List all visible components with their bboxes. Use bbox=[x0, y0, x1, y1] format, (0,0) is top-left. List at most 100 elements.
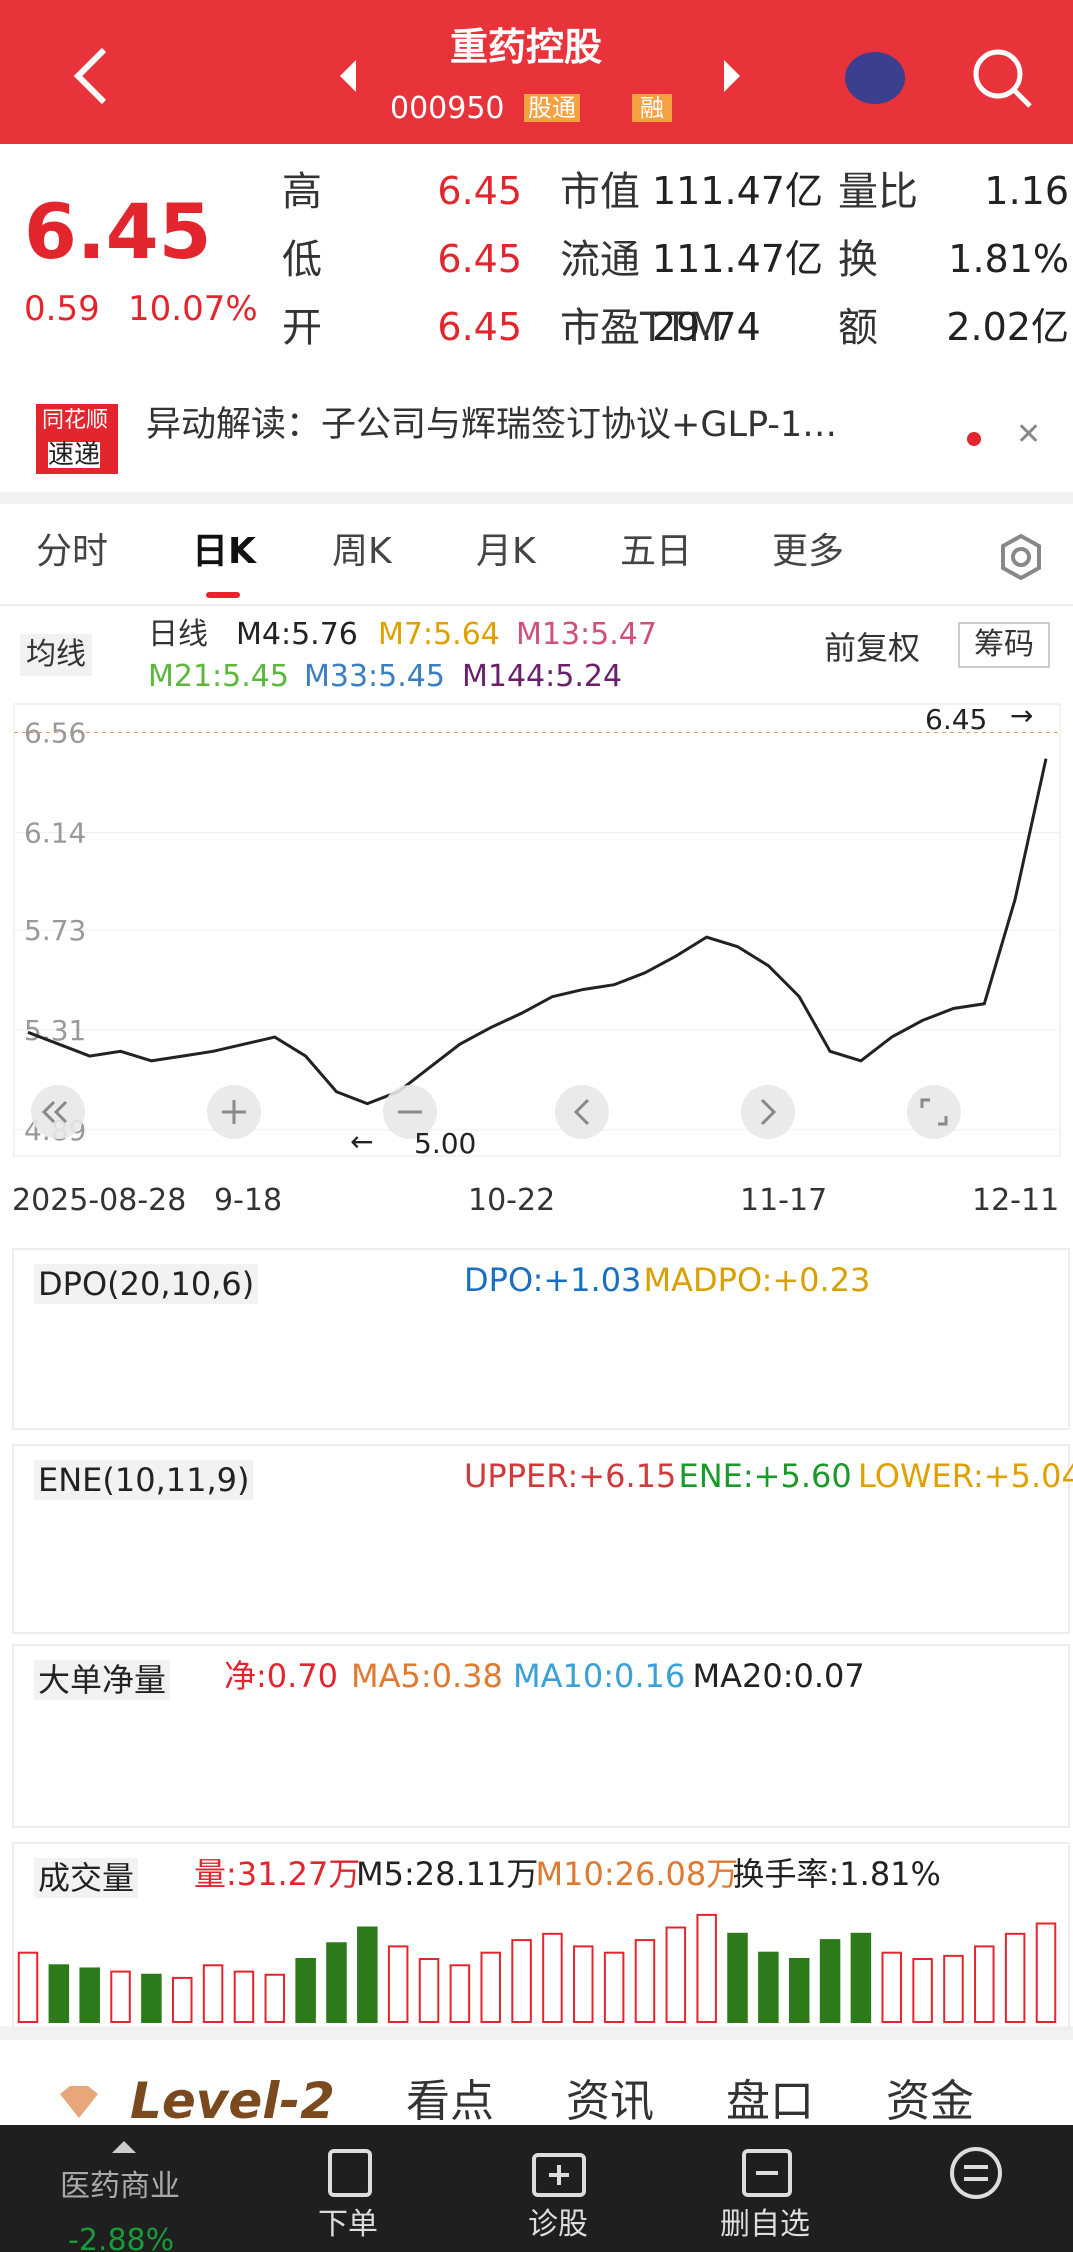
indicator-value: 净:0.70 bbox=[224, 1657, 339, 1695]
ma-item: M144:5.24 bbox=[462, 659, 623, 694]
x-label: 10-22 bbox=[468, 1183, 556, 1218]
next[interactable] bbox=[724, 60, 740, 92]
volume-bar bbox=[17, 1951, 39, 2024]
nav-item[interactable]: 诊股 bbox=[528, 2207, 588, 2242]
tab[interactable]: 分时 bbox=[36, 531, 109, 572]
tab[interactable]: 更多 bbox=[772, 531, 845, 572]
volume-bar bbox=[48, 1964, 70, 2024]
change-pct: 10.07% bbox=[128, 289, 258, 329]
volume-bar bbox=[264, 1973, 286, 2023]
change: 0.59 bbox=[24, 289, 100, 329]
tab[interactable]: 周K bbox=[332, 531, 392, 572]
volume-bar bbox=[141, 1973, 162, 2023]
ma-item: M7:5.64 bbox=[378, 617, 500, 652]
volume-bar bbox=[233, 1970, 255, 2023]
quote-label: 流通 bbox=[560, 237, 640, 283]
tab[interactable]: 月K bbox=[476, 531, 536, 572]
indicator-select[interactable]: DPO(20,10,6) bbox=[34, 1264, 259, 1304]
btn[interactable] bbox=[907, 1085, 961, 1139]
quote-label: 换 bbox=[838, 237, 878, 283]
volume-bar bbox=[79, 1967, 100, 2023]
badge: 融 bbox=[632, 94, 672, 122]
indicator-value: MA10:0.16 bbox=[513, 1657, 686, 1695]
volume-bar bbox=[912, 1958, 933, 2023]
level2-tab[interactable]: 资金 bbox=[886, 2076, 974, 2127]
nav-item[interactable]: 下单 bbox=[318, 2207, 378, 2242]
sector[interactable]: 医药商业 bbox=[60, 2169, 180, 2204]
ma-item: M21:5.45 bbox=[148, 659, 289, 694]
indicator-value: LOWER:+5.04 bbox=[858, 1457, 1073, 1495]
back[interactable] bbox=[73, 47, 107, 105]
quote-value: 111.47亿 bbox=[652, 237, 823, 281]
quote-label: 市盈TTM bbox=[560, 305, 723, 351]
search[interactable] bbox=[973, 49, 1023, 99]
volume-bar bbox=[788, 1958, 810, 2023]
dot bbox=[967, 432, 981, 446]
news-text[interactable]: 异动解读：子公司与辉瑞签订协议+GLP-1… bbox=[146, 405, 838, 445]
volume-bar bbox=[295, 1958, 316, 2023]
x-label: 9-18 bbox=[214, 1183, 283, 1218]
settings[interactable] bbox=[996, 532, 1046, 582]
price: 6.45 bbox=[24, 187, 212, 276]
y-tick-label: 6.14 bbox=[24, 816, 86, 849]
volume-bar bbox=[511, 1939, 532, 2023]
panel bbox=[12, 1248, 1070, 1430]
panel bbox=[12, 1842, 1070, 2030]
volume-bar bbox=[542, 1932, 563, 2023]
quote-label: 市值 bbox=[560, 169, 640, 215]
volume-bar bbox=[943, 1954, 964, 2023]
chip[interactable]: 筹码 bbox=[958, 622, 1050, 668]
nav-icons bbox=[112, 2141, 1002, 2199]
annotation: 5.00 bbox=[414, 1127, 477, 1160]
close[interactable]: ✕ bbox=[1016, 417, 1042, 452]
indicator-value: M10:26.08万 bbox=[535, 1855, 739, 1893]
fq[interactable]: 前复权 bbox=[824, 629, 921, 667]
btn[interactable] bbox=[741, 1085, 795, 1139]
volume-bar bbox=[727, 1932, 748, 2023]
volume-bar bbox=[480, 1951, 501, 2024]
volume-bar bbox=[881, 1951, 903, 2024]
quote-label: 高 bbox=[282, 169, 322, 215]
tab[interactable]: 日K bbox=[192, 531, 256, 572]
logo-text: 同花顺 bbox=[42, 408, 109, 433]
annotation: 6.45 bbox=[925, 703, 988, 736]
quote-value: 6.45 bbox=[437, 169, 522, 213]
level2-tab[interactable]: 资讯 bbox=[566, 2076, 654, 2127]
quote-value: 1.81% bbox=[948, 237, 1069, 281]
level2[interactable]: Level-2 bbox=[130, 2072, 335, 2130]
quote-value: 1.16 bbox=[984, 169, 1069, 213]
prev[interactable] bbox=[340, 60, 356, 92]
volume-chart bbox=[17, 1913, 1057, 2024]
indicator-select[interactable]: 大单净量 bbox=[34, 1660, 171, 1700]
indicator-value: ENE:+5.60 bbox=[678, 1457, 852, 1495]
close-line bbox=[27, 758, 1048, 1106]
bottom-nav bbox=[0, 2125, 1073, 2252]
robot[interactable] bbox=[845, 52, 905, 104]
volume-bar bbox=[974, 1945, 995, 2023]
volume-bar bbox=[202, 1964, 224, 2024]
btn[interactable] bbox=[555, 1085, 609, 1139]
panel bbox=[12, 1444, 1070, 1634]
tab[interactable]: 五日 bbox=[620, 531, 693, 572]
quote-value: 6.45 bbox=[437, 305, 522, 349]
indicator-select[interactable]: ENE(10,11,9) bbox=[34, 1460, 254, 1500]
volume-bar bbox=[634, 1939, 656, 2023]
volume-bar bbox=[850, 1932, 872, 2023]
x-label: 11-17 bbox=[740, 1183, 828, 1218]
separator bbox=[0, 492, 1073, 504]
volume-bar bbox=[418, 1958, 440, 2023]
volume-bar bbox=[171, 1976, 193, 2023]
tab-indicator bbox=[206, 592, 240, 598]
ma-select[interactable]: 均线 bbox=[20, 634, 92, 676]
quote-label: 额 bbox=[838, 305, 878, 351]
volume-bar bbox=[1035, 1922, 1057, 2024]
indicator-select[interactable]: 成交量 bbox=[34, 1858, 139, 1898]
level2-tab[interactable]: 盘口 bbox=[726, 2076, 814, 2127]
sector-pct: -2.88% bbox=[68, 2223, 175, 2252]
badge: 股通 bbox=[524, 94, 580, 122]
title: 重药控股 bbox=[450, 25, 603, 69]
nav-item[interactable]: 删自选 bbox=[720, 2207, 810, 2242]
period: 日线 bbox=[148, 617, 208, 652]
level2-tab[interactable]: 看点 bbox=[406, 2076, 494, 2127]
